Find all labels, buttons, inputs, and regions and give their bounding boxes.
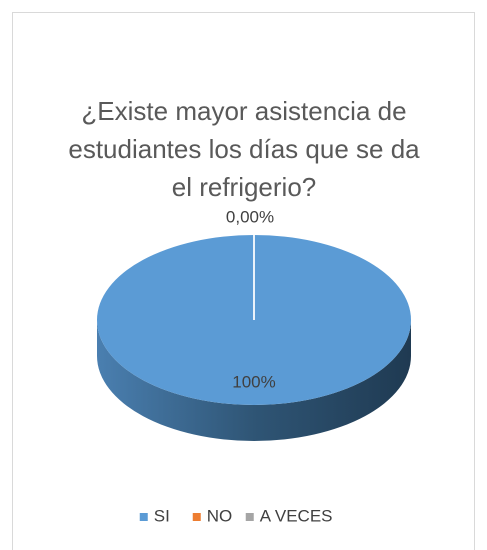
data-label: 100%	[232, 372, 275, 391]
pie-side	[97, 320, 411, 441]
legend-label: A VECES	[260, 506, 333, 525]
legend-swatch	[192, 513, 201, 521]
legend-label: SI	[154, 506, 170, 525]
legend-label: NO	[207, 506, 233, 525]
data-label: 0,00%	[226, 207, 274, 226]
legend-swatch	[139, 513, 148, 521]
legend-swatch	[245, 513, 254, 521]
chart-title: ¿Existe mayor asistencia de estudiantes …	[68, 96, 420, 202]
